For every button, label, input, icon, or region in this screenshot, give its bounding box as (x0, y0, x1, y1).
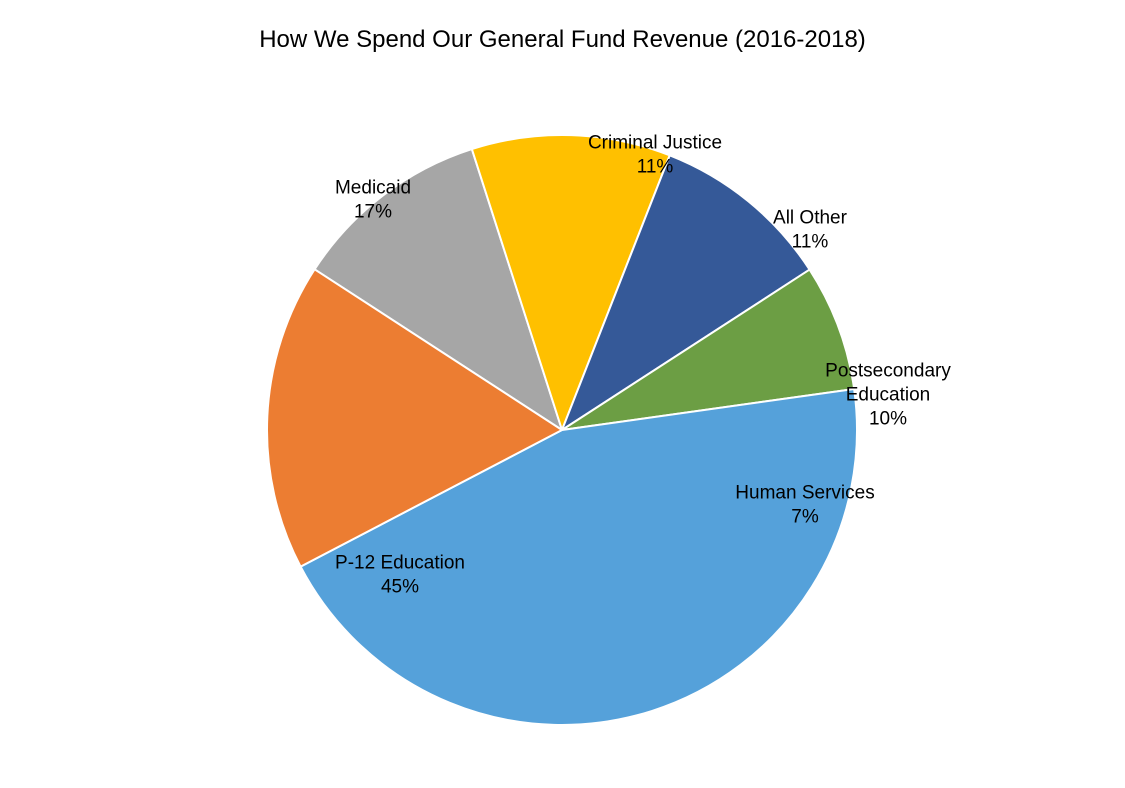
slice-label-line: 11% (588, 155, 722, 179)
slice-label-line: P-12 Education (335, 551, 465, 575)
slice-label-line: Criminal Justice (588, 131, 722, 155)
slice-label-line: Medicaid (335, 176, 411, 200)
slice-label: All Other11% (773, 206, 847, 254)
slice-label-line: 7% (735, 505, 874, 529)
slice-label: Criminal Justice11% (588, 131, 722, 179)
slice-label-line: Education (825, 383, 951, 407)
pie-chart-container: How We Spend Our General Fund Revenue (2… (0, 0, 1125, 788)
slice-label-line: 10% (825, 407, 951, 431)
slice-label: Human Services7% (735, 481, 874, 529)
slice-label-line: 17% (335, 200, 411, 224)
slice-label-line: 11% (773, 230, 847, 254)
slice-label: Medicaid17% (335, 176, 411, 224)
slice-label-line: Postsecondary (825, 359, 951, 383)
pie-chart-svg (0, 0, 1125, 788)
slice-label-line: 45% (335, 575, 465, 599)
slice-label-line: All Other (773, 206, 847, 230)
slice-label: PostsecondaryEducation10% (825, 359, 951, 430)
slice-label-line: Human Services (735, 481, 874, 505)
slice-label: P-12 Education45% (335, 551, 465, 599)
